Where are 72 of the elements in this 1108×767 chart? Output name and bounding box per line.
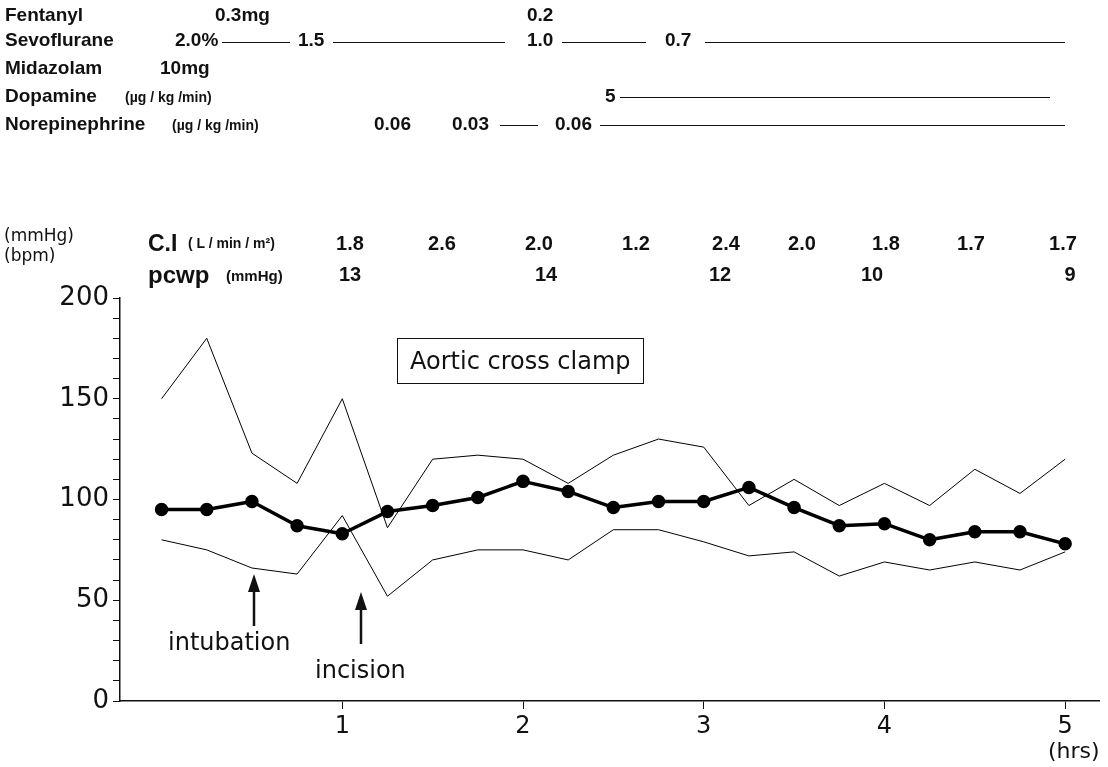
point (561, 484, 575, 499)
text: (µg / kg /min) (172, 117, 259, 133)
text: Sevoflurane (5, 29, 114, 50)
annotation: intubation (168, 628, 291, 656)
point (1013, 524, 1027, 539)
text: 1.2 (622, 232, 650, 254)
text: 2.0 (788, 232, 816, 254)
y-tick-label: 200 (59, 280, 109, 311)
point (651, 494, 666, 509)
text: 9 (1064, 263, 1076, 285)
text: 5 (605, 85, 616, 106)
y-tick-label: 0 (92, 683, 109, 714)
point (968, 524, 982, 539)
x-tick-label: 1 (334, 710, 350, 739)
text: 10 (860, 263, 884, 285)
text: 0.06 (374, 113, 411, 134)
text: 0.3mg (215, 4, 270, 25)
point (832, 518, 847, 533)
text: ( L / min / m²) (188, 235, 275, 251)
text: 13 (338, 263, 362, 285)
point (922, 533, 937, 547)
text: 2.0 (525, 232, 553, 254)
point (696, 494, 711, 509)
text: Fentanyl (5, 4, 84, 25)
text: 1.5 (298, 29, 325, 50)
text: C.I (148, 230, 178, 256)
point (200, 502, 214, 517)
text: 2.4 (712, 232, 740, 254)
point (516, 474, 530, 489)
text: 1.7 (957, 232, 985, 254)
text: 12 (708, 263, 732, 285)
text: 14 (534, 263, 558, 285)
text: 1.8 (872, 232, 900, 254)
text: 1.8 (336, 232, 364, 254)
y-tick-label: 150 (59, 381, 109, 412)
y-tick-label: 100 (59, 482, 109, 513)
text: 1.7 (1049, 232, 1077, 254)
text: Norepinephrine (5, 113, 146, 134)
text: pcwp (148, 261, 210, 288)
point (1058, 537, 1072, 551)
text: (µg / kg /min) (125, 89, 212, 105)
point (290, 518, 304, 533)
annotation: Aortic cross clamp (397, 338, 644, 384)
point (877, 516, 892, 531)
text: 2.0% (175, 29, 219, 50)
x-tick-label: 4 (876, 710, 893, 739)
x-tick-label: 3 (696, 710, 712, 739)
text: 2.6 (428, 232, 456, 254)
text: 0.7 (665, 29, 692, 50)
point (380, 504, 395, 519)
point (742, 480, 756, 495)
y-axis-title: (mmHg) (bpm) (4, 225, 74, 266)
point (245, 494, 259, 509)
point (606, 500, 621, 515)
point (425, 498, 440, 513)
text: 1.0 (527, 29, 554, 50)
point (787, 500, 801, 515)
text: (mmHg) (226, 267, 283, 284)
y-tick-label: 50 (75, 583, 109, 613)
point (154, 502, 169, 517)
x-tick-label: 5 (1057, 710, 1073, 739)
x-axis-title: (hrs) (1048, 738, 1100, 763)
x-tick-label: 2 (515, 710, 531, 739)
text: 10mg (160, 57, 210, 78)
text: 0.2 (527, 4, 554, 25)
annotation: incision (315, 656, 406, 684)
text: Midazolam (5, 57, 103, 78)
text: Dopamine (5, 85, 97, 106)
text: 0.06 (555, 113, 592, 134)
point (335, 527, 350, 541)
point (471, 490, 485, 505)
text: 0.03 (452, 113, 489, 134)
